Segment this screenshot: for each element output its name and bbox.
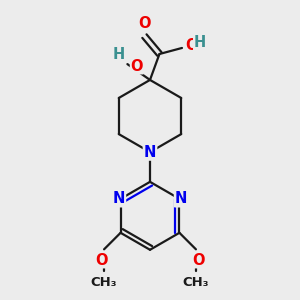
- Text: O: O: [138, 16, 151, 31]
- Text: H: H: [113, 47, 125, 62]
- Text: N: N: [175, 191, 187, 206]
- Text: O: O: [185, 38, 198, 53]
- Text: N: N: [113, 191, 125, 206]
- Text: O: O: [192, 253, 204, 268]
- Text: N: N: [144, 145, 156, 160]
- Text: O: O: [130, 59, 143, 74]
- Text: O: O: [96, 253, 108, 268]
- Text: H: H: [194, 35, 206, 50]
- Text: CH₃: CH₃: [183, 277, 209, 290]
- Text: CH₃: CH₃: [91, 277, 117, 290]
